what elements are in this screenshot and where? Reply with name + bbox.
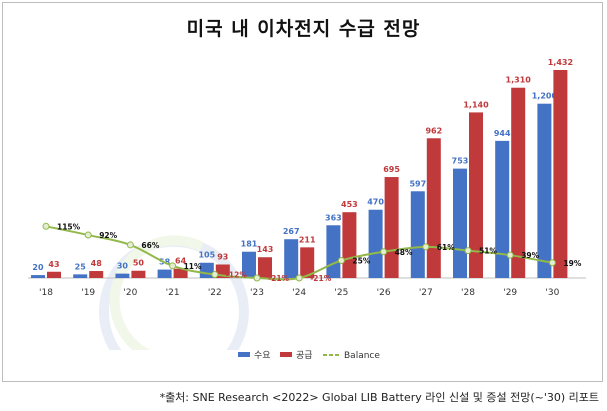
bar-demand <box>368 209 383 278</box>
bar-demand <box>73 274 88 278</box>
legend-label-balance: Balance <box>344 351 380 361</box>
balance-label: -21% <box>268 274 290 283</box>
data-label-demand: 181 <box>241 240 258 249</box>
balance-label: 25% <box>352 257 370 266</box>
bar-supply <box>511 87 526 278</box>
x-tick-label: '25 <box>334 288 348 298</box>
data-label-supply: 1,432 <box>548 58 573 67</box>
legend-label-demand: 수요 <box>254 350 271 361</box>
balance-label: 39% <box>521 251 539 260</box>
bar-supply <box>131 270 146 278</box>
data-label-demand: 20 <box>32 263 44 272</box>
bar-demand <box>495 140 510 278</box>
data-label-supply: 93 <box>217 252 228 261</box>
x-tick-label: '29 <box>503 288 517 298</box>
data-label-supply: 453 <box>341 200 358 209</box>
data-label-supply: 43 <box>48 260 59 269</box>
data-label-supply: 962 <box>425 126 442 135</box>
balance-label: 11% <box>184 262 202 271</box>
bar-supply <box>384 177 399 278</box>
bar-demand <box>326 225 341 278</box>
balance-point <box>126 241 134 249</box>
bar-demand <box>284 239 299 278</box>
data-label-supply: 1,140 <box>463 100 489 109</box>
bar-supply <box>300 247 315 278</box>
data-label-demand: 597 <box>409 179 426 188</box>
balance-label: 19% <box>563 259 581 268</box>
bar-demand <box>537 103 552 278</box>
x-tick-label: '22 <box>208 288 222 298</box>
legend-swatch-supply <box>280 352 292 357</box>
bar-demand <box>242 251 256 278</box>
x-tick-label: '24 <box>292 288 306 298</box>
balance-label: 48% <box>395 248 413 257</box>
balance-point <box>380 248 388 256</box>
bar-supply <box>258 257 272 278</box>
balance-point <box>169 262 177 270</box>
balance-point <box>84 231 92 239</box>
balance-label: -21% <box>310 274 332 283</box>
data-label-demand: 25 <box>75 262 87 271</box>
legend-swatch-demand <box>238 352 250 357</box>
bar-supply <box>553 70 568 278</box>
data-label-demand: 753 <box>452 157 469 166</box>
bar-supply <box>469 112 483 278</box>
x-tick-label: '27 <box>419 288 433 298</box>
bar-supply <box>342 212 357 278</box>
data-label-demand: 267 <box>283 227 300 236</box>
balance-point <box>422 243 430 251</box>
data-label-supply: 211 <box>299 235 316 244</box>
balance-point <box>42 222 50 230</box>
bar-demand <box>115 273 130 278</box>
x-tick-label: '28 <box>461 288 475 298</box>
balance-point <box>211 271 219 279</box>
x-tick-label: '19 <box>81 288 95 298</box>
x-tick-label: '30 <box>545 288 559 298</box>
legend-label-supply: 공급 <box>296 350 313 361</box>
bar-supply <box>173 268 188 278</box>
data-label-supply: 48 <box>91 259 103 268</box>
balance-point <box>337 257 345 264</box>
balance-label: 61% <box>437 243 455 252</box>
data-label-demand: 105 <box>198 251 215 260</box>
bar-supply <box>47 271 61 278</box>
bar-supply <box>426 138 441 278</box>
balance-label: 92% <box>99 231 117 240</box>
x-tick-label: '21 <box>166 288 180 298</box>
balance-point <box>506 251 514 259</box>
data-label-supply: 695 <box>383 165 400 174</box>
bar-supply <box>89 271 104 278</box>
x-tick-label: '26 <box>377 288 391 298</box>
balance-label: 115% <box>57 222 81 231</box>
balance-point <box>464 247 472 255</box>
bar-demand <box>157 269 172 278</box>
data-label-demand: 944 <box>494 129 511 138</box>
balance-label: 66% <box>141 241 159 250</box>
bar-demand <box>453 168 467 278</box>
bar-demand <box>31 275 45 278</box>
balance-point <box>548 259 556 267</box>
x-tick-label: '23 <box>250 288 264 298</box>
data-label-demand: 30 <box>117 262 129 271</box>
balance-point <box>295 274 303 282</box>
balance-label: -12% <box>226 271 248 280</box>
data-label-supply: 50 <box>133 259 145 268</box>
data-label-demand: 470 <box>367 198 384 207</box>
chart-title: 미국 내 이차전지 수급 전망 <box>186 18 421 40</box>
x-tick-label: '20 <box>123 288 137 298</box>
data-label-demand: 363 <box>325 213 342 222</box>
balance-point <box>253 274 261 282</box>
bar-demand <box>410 191 425 278</box>
data-label-supply: 64 <box>175 257 187 266</box>
x-tick-label: '18 <box>39 288 53 298</box>
source-note: *출처: SNE Research <2022> Global LIB Batt… <box>159 391 599 404</box>
data-label-supply: 143 <box>257 245 274 254</box>
data-label-supply: 1,310 <box>506 76 532 85</box>
balance-label: 51% <box>479 247 497 256</box>
data-label-demand: 1,200 <box>532 92 558 101</box>
